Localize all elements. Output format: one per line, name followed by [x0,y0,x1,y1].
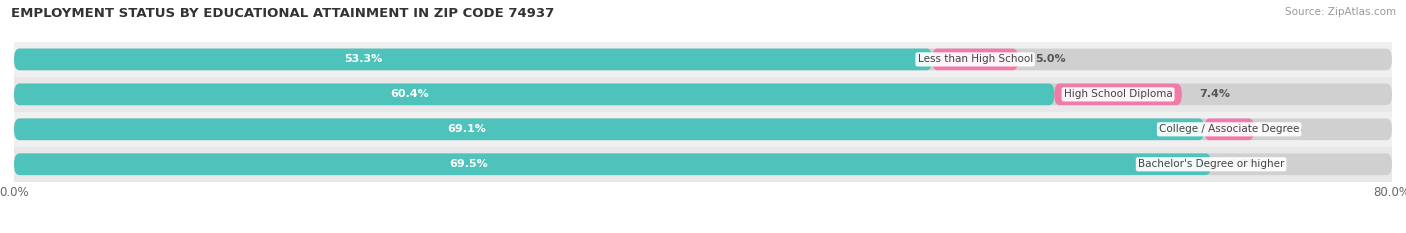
FancyBboxPatch shape [14,118,1204,140]
Bar [14,147,1392,182]
FancyBboxPatch shape [14,83,1392,105]
FancyBboxPatch shape [14,83,1054,105]
Text: 0.0%: 0.0% [1229,159,1258,169]
Text: EMPLOYMENT STATUS BY EDUCATIONAL ATTAINMENT IN ZIP CODE 74937: EMPLOYMENT STATUS BY EDUCATIONAL ATTAINM… [11,7,554,20]
Text: Bachelor's Degree or higher: Bachelor's Degree or higher [1137,159,1284,169]
FancyBboxPatch shape [14,49,932,70]
Text: 69.1%: 69.1% [447,124,485,134]
FancyBboxPatch shape [1054,83,1182,105]
Text: Source: ZipAtlas.com: Source: ZipAtlas.com [1285,7,1396,17]
FancyBboxPatch shape [14,153,1211,175]
Text: 5.0%: 5.0% [1035,55,1066,64]
Text: 60.4%: 60.4% [389,89,429,99]
Text: 53.3%: 53.3% [344,55,382,64]
Bar [14,42,1392,77]
Text: College / Associate Degree: College / Associate Degree [1159,124,1299,134]
Text: 2.9%: 2.9% [1271,124,1302,134]
FancyBboxPatch shape [932,49,1018,70]
Text: 7.4%: 7.4% [1199,89,1230,99]
Text: 69.5%: 69.5% [450,159,488,169]
FancyBboxPatch shape [14,49,1392,70]
FancyBboxPatch shape [14,153,1392,175]
FancyBboxPatch shape [1204,118,1254,140]
Bar [14,112,1392,147]
Text: High School Diploma: High School Diploma [1064,89,1173,99]
FancyBboxPatch shape [14,118,1392,140]
Bar [14,77,1392,112]
Text: Less than High School: Less than High School [918,55,1033,64]
